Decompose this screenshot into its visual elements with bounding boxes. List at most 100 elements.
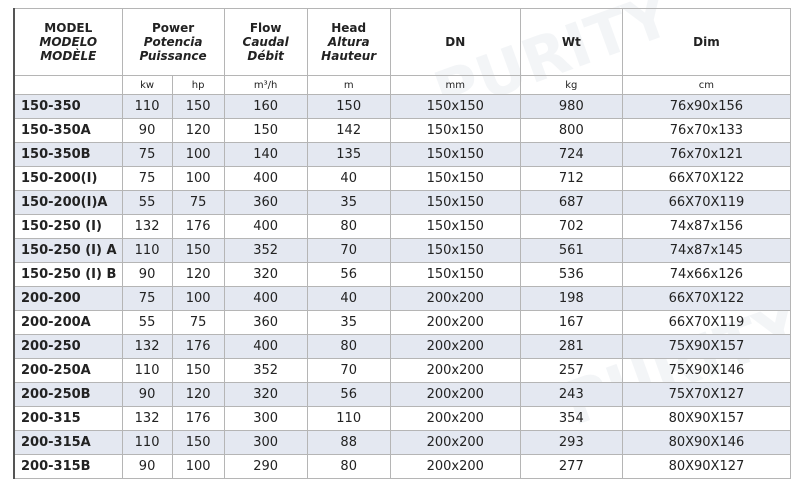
table-row: 200-250 132 176 400 80 200x200 281 75X90X157 bbox=[13, 334, 791, 359]
cell-kw: 90 bbox=[121, 118, 173, 143]
cell-head: 56 bbox=[306, 262, 391, 287]
unit-head: m bbox=[306, 75, 391, 95]
cell-kw: 55 bbox=[121, 190, 173, 215]
header-power: Power Potencia Puissance bbox=[121, 8, 225, 76]
cell-dn: 200x200 bbox=[389, 430, 521, 455]
cell-dim: 80X90X146 bbox=[621, 430, 791, 455]
table-row: 150-250 (I) 132 176 400 80 150x150 702 74x87x15… bbox=[13, 214, 791, 239]
table-row: 200-315B 90 100 290 80 200x200 277 80X90X127 bbox=[13, 454, 791, 479]
table-row: 200-315A 110 150 300 88 200x200 293 80X90X146 bbox=[13, 430, 791, 455]
cell-flow: 400 bbox=[223, 214, 308, 239]
cell-head: 80 bbox=[306, 334, 391, 359]
cell-dim: 75X90X157 bbox=[621, 334, 791, 359]
unit-kw: kw bbox=[121, 75, 173, 95]
cell-model: 200-315B bbox=[13, 454, 123, 479]
cell-dim: 76x70x133 bbox=[621, 118, 791, 143]
cell-hp: 75 bbox=[171, 310, 225, 335]
cell-hp: 120 bbox=[171, 118, 225, 143]
cell-kw: 75 bbox=[121, 286, 173, 311]
cell-wt: 281 bbox=[519, 334, 623, 359]
cell-hp: 176 bbox=[171, 406, 225, 431]
cell-wt: 257 bbox=[519, 358, 623, 383]
cell-dn: 200x200 bbox=[389, 454, 521, 479]
cell-wt: 243 bbox=[519, 382, 623, 407]
cell-kw: 55 bbox=[121, 310, 173, 335]
cell-flow: 400 bbox=[223, 334, 308, 359]
cell-kw: 110 bbox=[121, 358, 173, 383]
cell-flow: 360 bbox=[223, 310, 308, 335]
table-row: 200-315 132 176 300 110 200x200 354 80X90X157 bbox=[13, 406, 791, 431]
cell-wt: 354 bbox=[519, 406, 623, 431]
table-row: 150-350 110 150 160 150 150x150 980 76x90x156 bbox=[13, 94, 791, 119]
cell-model: 150-350B bbox=[13, 142, 123, 167]
cell-kw: 90 bbox=[121, 454, 173, 479]
header-model: MODEL MODELO MODÈLE bbox=[13, 8, 123, 76]
cell-dn: 200x200 bbox=[389, 310, 521, 335]
cell-dim: 66X70X119 bbox=[621, 310, 791, 335]
cell-head: 40 bbox=[306, 166, 391, 191]
cell-model: 150-250 (I) B bbox=[13, 262, 123, 287]
cell-kw: 132 bbox=[121, 406, 173, 431]
cell-kw: 110 bbox=[121, 94, 173, 119]
unit-dn: mm bbox=[389, 75, 521, 95]
table-row: 150-200(I)A 55 75 360 35 150x150 687 66X70X119 bbox=[13, 190, 791, 215]
cell-head: 135 bbox=[306, 142, 391, 167]
cell-model: 200-200 bbox=[13, 286, 123, 311]
cell-hp: 150 bbox=[171, 430, 225, 455]
table-row: 150-350B 75 100 140 135 150x150 724 76x70x121 bbox=[13, 142, 791, 167]
table-row: 150-250 (I) B 90 120 320 56 150x150 536 74x66x1… bbox=[13, 262, 791, 287]
cell-wt: 198 bbox=[519, 286, 623, 311]
cell-model: 200-200A bbox=[13, 310, 123, 335]
cell-hp: 150 bbox=[171, 238, 225, 263]
cell-dim: 74x66x126 bbox=[621, 262, 791, 287]
cell-flow: 320 bbox=[223, 382, 308, 407]
cell-head: 110 bbox=[306, 406, 391, 431]
cell-dn: 150x150 bbox=[389, 238, 521, 263]
cell-model: 200-250 bbox=[13, 334, 123, 359]
cell-head: 88 bbox=[306, 430, 391, 455]
cell-dim: 80X90X127 bbox=[621, 454, 791, 479]
table-row: 150-200(I) 75 100 400 40 150x150 712 66X70X122 bbox=[13, 166, 791, 191]
cell-wt: 980 bbox=[519, 94, 623, 119]
cell-head: 70 bbox=[306, 358, 391, 383]
cell-model: 150-250 (I) bbox=[13, 214, 123, 239]
cell-hp: 100 bbox=[171, 142, 225, 167]
header-dn: DN bbox=[389, 8, 521, 76]
unit-model bbox=[13, 75, 123, 95]
cell-flow: 352 bbox=[223, 238, 308, 263]
cell-kw: 132 bbox=[121, 214, 173, 239]
cell-head: 70 bbox=[306, 238, 391, 263]
cell-hp: 100 bbox=[171, 454, 225, 479]
pump-spec-table: MODEL MODELO MODÈLE Power Potencia Puissance… bbox=[13, 8, 791, 479]
table-row: 200-200 75 100 400 40 200x200 198 66X70X122 bbox=[13, 286, 791, 311]
cell-flow: 400 bbox=[223, 286, 308, 311]
cell-dim: 66X70X122 bbox=[621, 166, 791, 191]
cell-dim: 75X70X127 bbox=[621, 382, 791, 407]
cell-dim: 74x87x156 bbox=[621, 214, 791, 239]
cell-wt: 724 bbox=[519, 142, 623, 167]
cell-dn: 200x200 bbox=[389, 358, 521, 383]
cell-flow: 150 bbox=[223, 118, 308, 143]
header-wt: Wt bbox=[519, 8, 623, 76]
cell-dn: 200x200 bbox=[389, 334, 521, 359]
cell-hp: 120 bbox=[171, 382, 225, 407]
cell-dn: 150x150 bbox=[389, 190, 521, 215]
cell-dn: 150x150 bbox=[389, 166, 521, 191]
cell-head: 35 bbox=[306, 310, 391, 335]
cell-kw: 110 bbox=[121, 238, 173, 263]
cell-head: 56 bbox=[306, 382, 391, 407]
cell-model: 150-250 (I) A bbox=[13, 238, 123, 263]
cell-hp: 176 bbox=[171, 214, 225, 239]
cell-model: 150-200(I) bbox=[13, 166, 123, 191]
cell-kw: 90 bbox=[121, 262, 173, 287]
cell-wt: 800 bbox=[519, 118, 623, 143]
cell-dn: 150x150 bbox=[389, 142, 521, 167]
cell-head: 80 bbox=[306, 214, 391, 239]
cell-wt: 293 bbox=[519, 430, 623, 455]
cell-kw: 90 bbox=[121, 382, 173, 407]
cell-dim: 80X90X157 bbox=[621, 406, 791, 431]
cell-dn: 200x200 bbox=[389, 382, 521, 407]
cell-wt: 702 bbox=[519, 214, 623, 239]
cell-hp: 176 bbox=[171, 334, 225, 359]
unit-hp: hp bbox=[171, 75, 225, 95]
